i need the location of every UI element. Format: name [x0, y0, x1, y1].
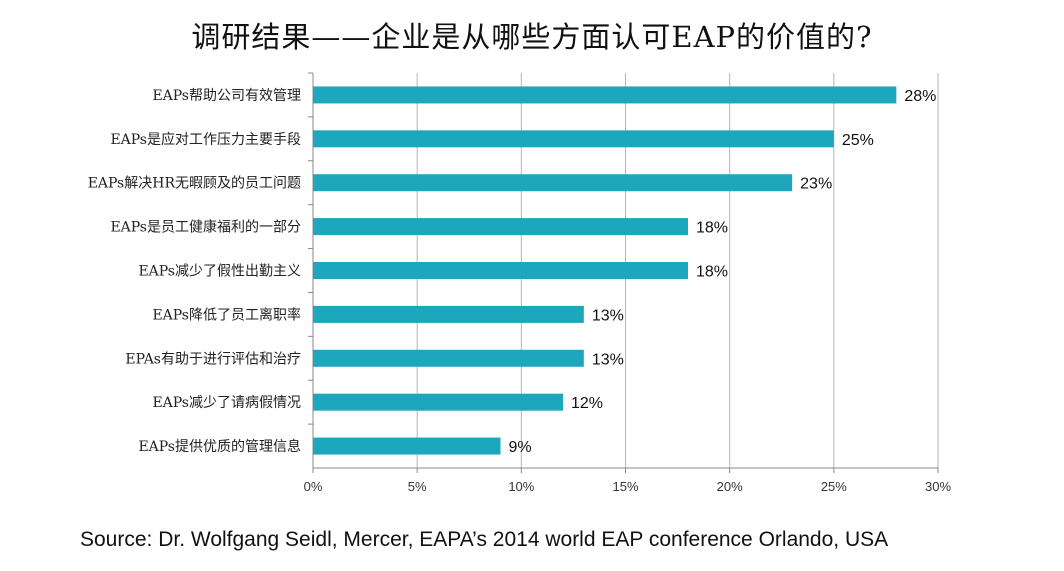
x-tick-label: 20% [717, 479, 743, 494]
chart-source: Source: Dr. Wolfgang Seidl, Mercer, EAPA… [80, 528, 889, 551]
category-label: EAPs解决HR无暇顾及的员工问题 [88, 176, 301, 192]
x-tick-label: 0% [304, 479, 323, 494]
category-label: EAPs帮助公司有效管理 [152, 88, 301, 104]
bar [313, 349, 584, 367]
category-label: EAPs是应对工作压力主要手段 [110, 131, 301, 148]
category-label: EAPs减少了请病假情况 [152, 395, 301, 411]
data-label: 18% [696, 220, 728, 237]
category-label: EAPs提供优质的管理信息 [138, 438, 301, 455]
data-label: 18% [696, 264, 728, 281]
bar [313, 174, 793, 192]
category-label: EAPs降低了员工离职率 [152, 306, 301, 323]
data-label: 28% [904, 88, 936, 105]
bar [313, 437, 501, 455]
bar [313, 262, 688, 279]
data-label: 9% [509, 439, 532, 456]
x-tick-label: 25% [821, 479, 847, 494]
data-label: 23% [800, 176, 832, 193]
x-tick-label: 15% [612, 479, 638, 494]
category-label: EPAs有助于进行评估和治疗 [125, 351, 301, 367]
category-label: EAPs是员工健康福利的一部分 [110, 219, 301, 236]
bar [313, 130, 834, 148]
bar [313, 393, 563, 411]
category-label: EAPs减少了假性出勤主义 [138, 264, 301, 280]
x-tick-label: 10% [508, 479, 534, 494]
data-label: 12% [571, 395, 603, 412]
data-label: 13% [592, 307, 624, 324]
bar [313, 218, 688, 236]
bar [313, 86, 897, 104]
bar [313, 305, 584, 323]
data-label: 25% [842, 132, 874, 149]
x-tick-label: 5% [408, 479, 427, 494]
x-tick-label: 30% [925, 479, 951, 494]
chart-title: 调研结果——企业是从哪些方面认可EAP的价值的? [191, 20, 873, 54]
data-label: 13% [592, 351, 624, 368]
